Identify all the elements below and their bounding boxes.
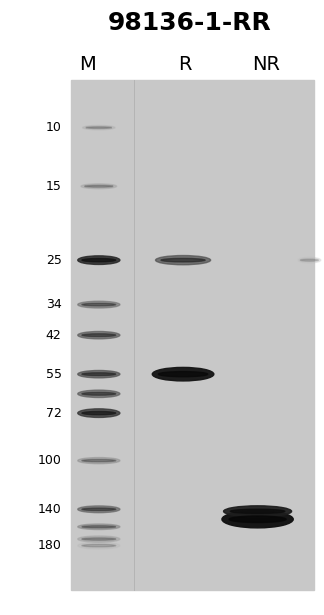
- Ellipse shape: [230, 509, 285, 514]
- Ellipse shape: [298, 257, 321, 263]
- Ellipse shape: [300, 259, 318, 261]
- Text: 140: 140: [38, 503, 62, 516]
- Ellipse shape: [85, 185, 113, 187]
- Ellipse shape: [83, 125, 115, 130]
- Ellipse shape: [78, 370, 120, 378]
- Ellipse shape: [78, 409, 120, 418]
- Ellipse shape: [78, 536, 120, 542]
- Ellipse shape: [86, 127, 112, 129]
- Text: 100: 100: [38, 454, 62, 467]
- Text: 25: 25: [46, 253, 62, 267]
- Text: R: R: [178, 55, 191, 74]
- Text: 55: 55: [46, 368, 62, 381]
- Ellipse shape: [78, 542, 120, 549]
- Ellipse shape: [78, 331, 120, 339]
- Ellipse shape: [82, 459, 116, 462]
- Ellipse shape: [156, 255, 211, 264]
- Text: NR: NR: [252, 55, 280, 74]
- Text: 10: 10: [46, 121, 62, 134]
- Ellipse shape: [224, 506, 292, 517]
- Text: 98136-1-RR: 98136-1-RR: [108, 11, 272, 36]
- Bar: [71, 80, 314, 590]
- Ellipse shape: [82, 258, 116, 262]
- Ellipse shape: [82, 334, 116, 336]
- Ellipse shape: [82, 373, 116, 376]
- Ellipse shape: [158, 371, 208, 377]
- Ellipse shape: [152, 367, 214, 381]
- Ellipse shape: [82, 392, 116, 395]
- Ellipse shape: [82, 526, 116, 528]
- Ellipse shape: [229, 516, 286, 523]
- Ellipse shape: [82, 544, 116, 547]
- Text: 180: 180: [38, 539, 62, 552]
- Text: 34: 34: [46, 298, 62, 311]
- Ellipse shape: [78, 524, 120, 530]
- Ellipse shape: [222, 510, 293, 528]
- Text: 15: 15: [46, 180, 62, 192]
- Text: 42: 42: [46, 328, 62, 342]
- Ellipse shape: [78, 256, 120, 264]
- Ellipse shape: [78, 506, 120, 513]
- Ellipse shape: [78, 390, 120, 397]
- Ellipse shape: [161, 258, 205, 262]
- Text: M: M: [79, 55, 96, 74]
- Ellipse shape: [78, 458, 120, 464]
- Ellipse shape: [82, 508, 116, 510]
- Text: 72: 72: [46, 407, 62, 419]
- Ellipse shape: [82, 411, 116, 415]
- Ellipse shape: [82, 303, 116, 306]
- Ellipse shape: [82, 538, 116, 540]
- Ellipse shape: [78, 301, 120, 308]
- Ellipse shape: [81, 184, 117, 189]
